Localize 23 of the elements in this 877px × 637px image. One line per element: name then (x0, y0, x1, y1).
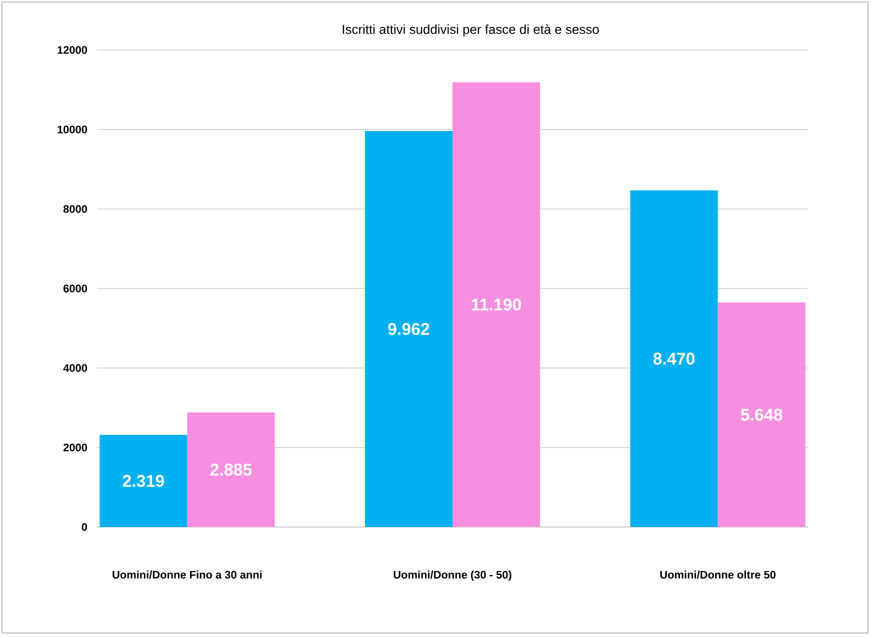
y-tick-label: 4000 (63, 364, 88, 372)
y-tick-label: 10000 (58, 126, 88, 134)
x-tick-label: Uomini/Donne Fino a 30 anni (112, 570, 262, 579)
bar (452, 82, 540, 528)
y-tick-label: 2000 (63, 444, 88, 452)
bar (630, 190, 718, 528)
x-tick-label: Uomini/Donne (30 - 50) (394, 570, 512, 581)
data-label: 11.190 (472, 298, 522, 311)
bar (364, 131, 453, 528)
data-label: 8.470 (653, 352, 695, 365)
chart-title: Iscritti attivi suddivisi per fasce di età e sesso (342, 24, 599, 37)
y-tick-label: 8000 (63, 205, 88, 213)
bar (718, 302, 806, 528)
data-label: 9.962 (388, 323, 430, 336)
data-label: 5.648 (740, 408, 782, 421)
data-label: 2.885 (210, 464, 252, 476)
y-tick-label: 12000 (58, 46, 88, 54)
bar (187, 412, 275, 528)
data-label: 2.319 (122, 474, 164, 487)
y-tick-label: 6000 (64, 284, 88, 292)
x-tick-label: Uomini/Donne oltre 50 (660, 570, 776, 579)
bar (100, 434, 188, 528)
y-tick-label: 0 (82, 523, 88, 531)
